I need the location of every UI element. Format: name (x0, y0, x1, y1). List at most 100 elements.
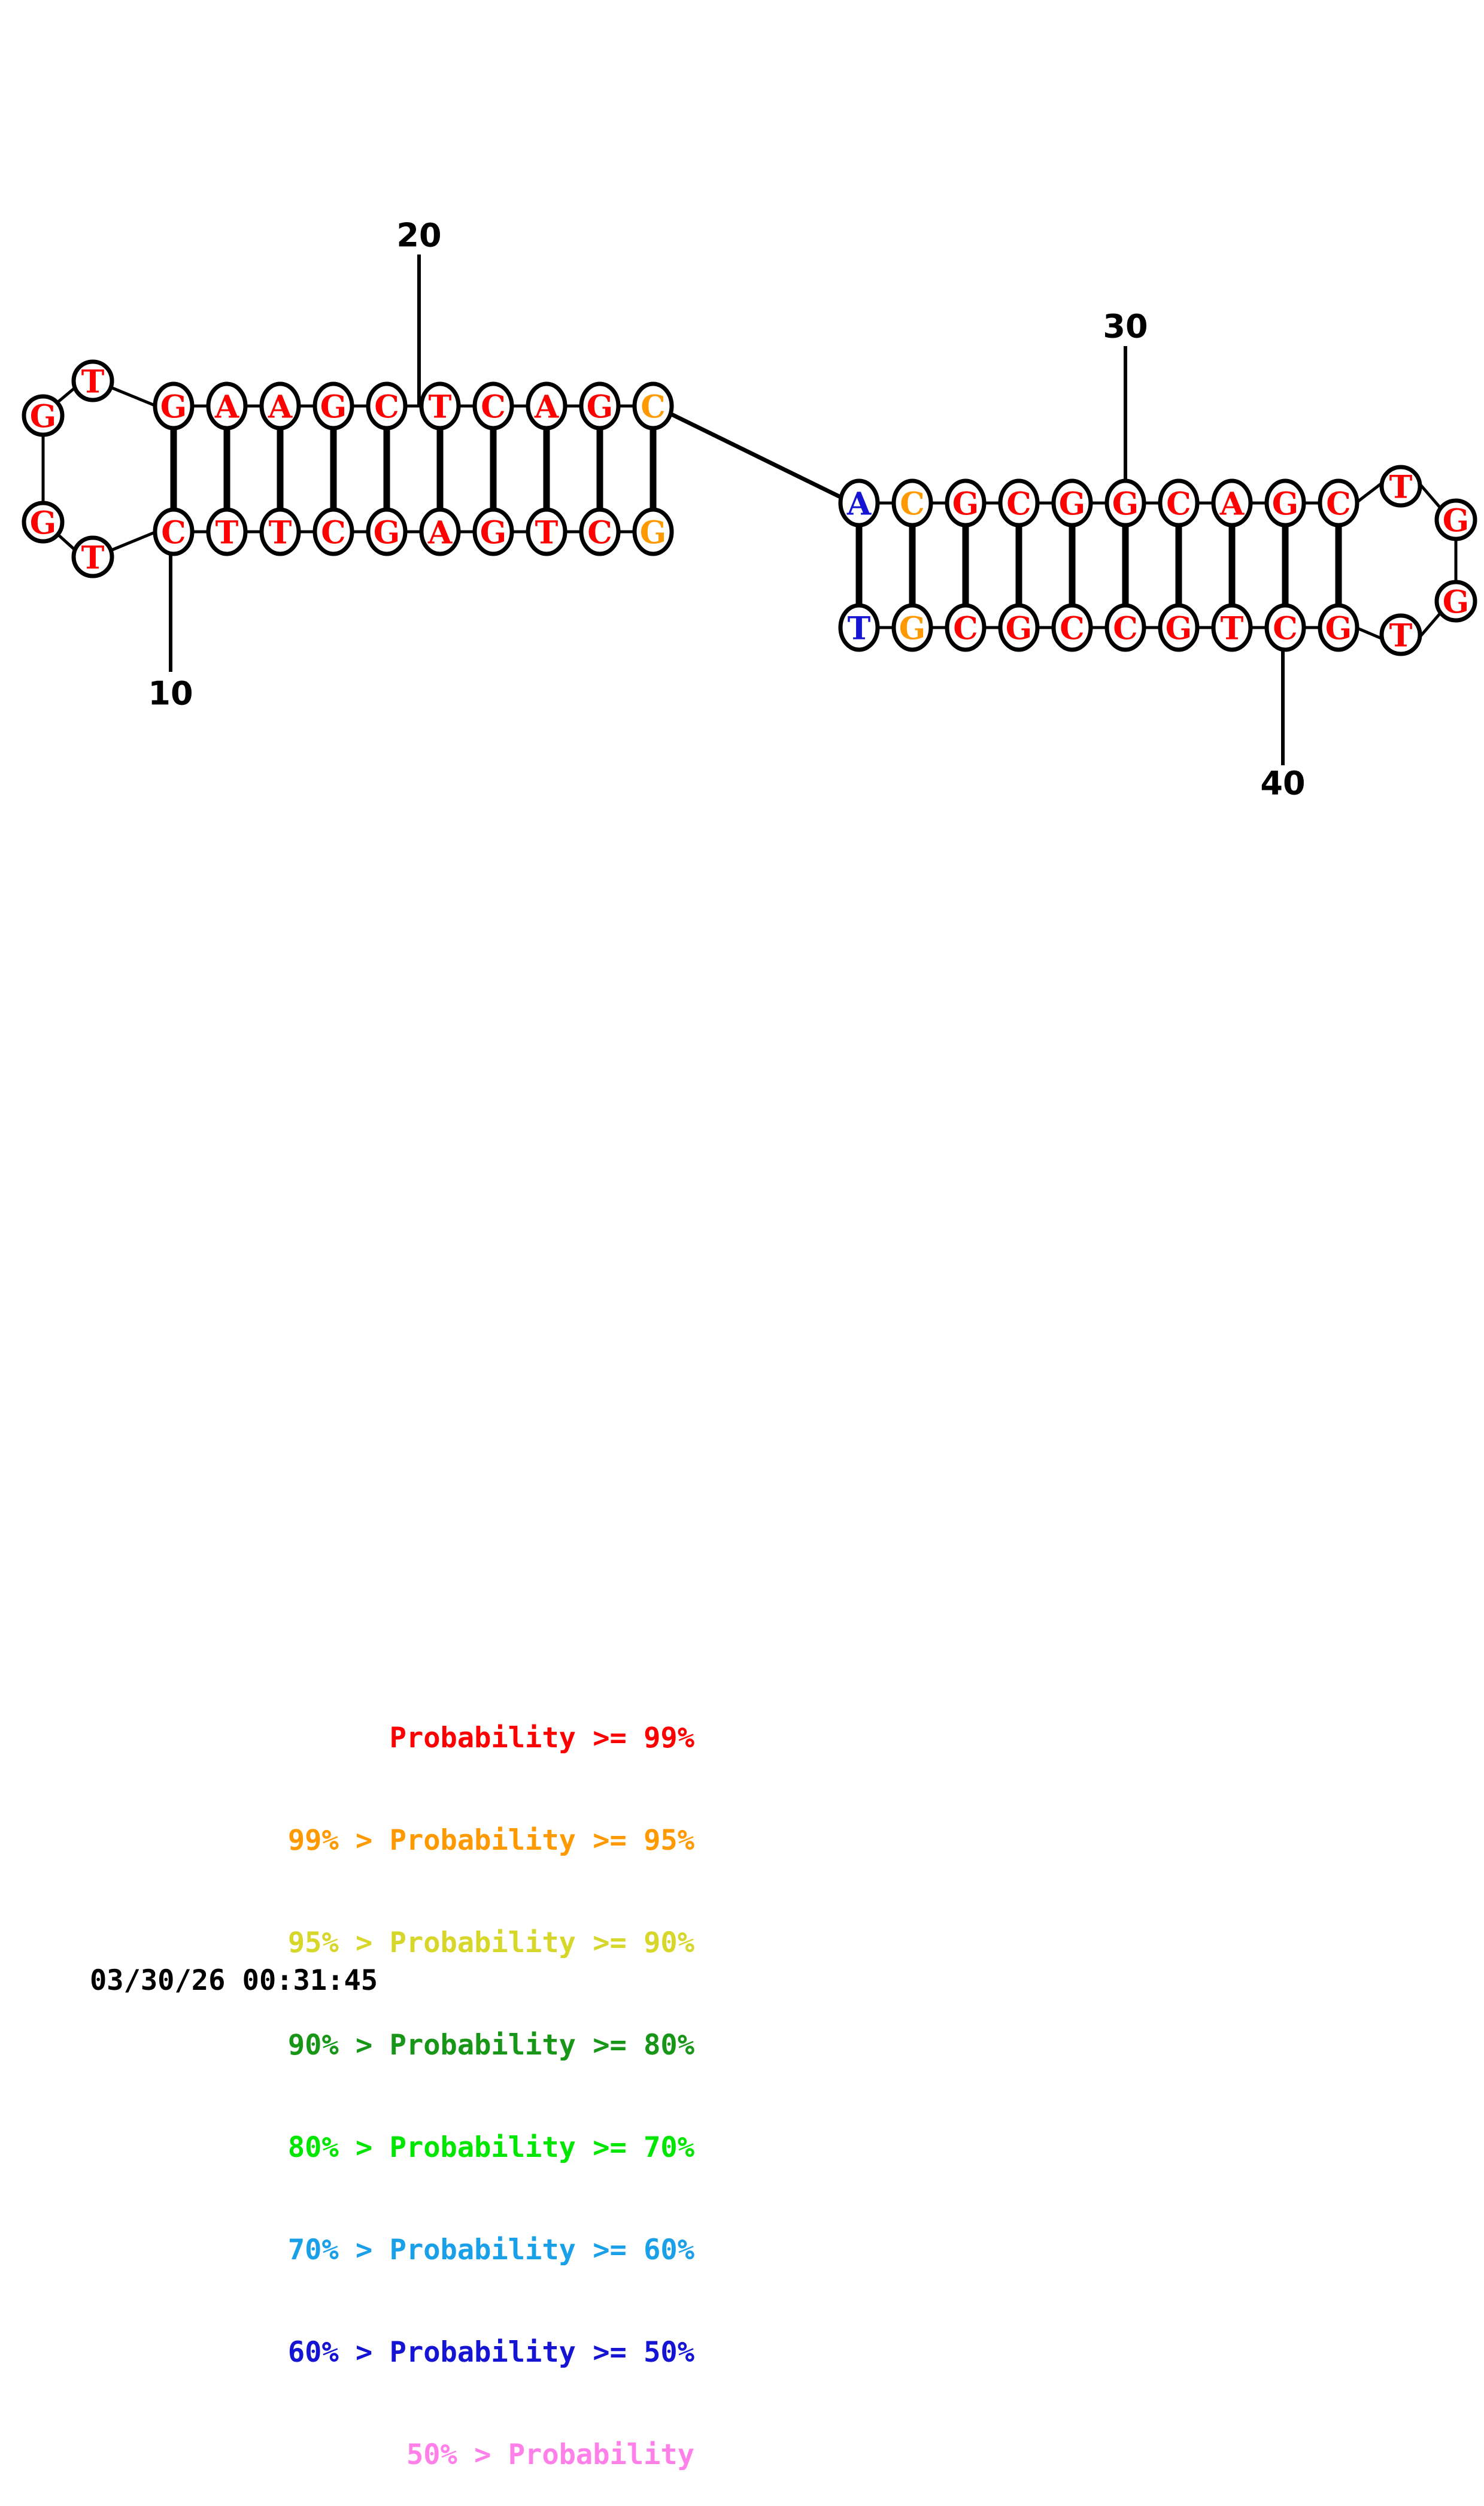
base-circle (312, 507, 354, 556)
backbone-link (56, 533, 77, 552)
base-node: C (891, 478, 933, 528)
loop-base-node: T (71, 535, 114, 578)
base-node: C (945, 603, 987, 652)
base-circle (22, 394, 65, 437)
base-node: G (366, 507, 408, 556)
base-circle (153, 381, 195, 431)
base-letter: G (160, 389, 187, 426)
base-letter: A (534, 389, 559, 426)
base-letter: G (899, 611, 925, 647)
base-letter: C (1166, 486, 1191, 523)
base-circle (1318, 478, 1359, 528)
base-letter: C (1113, 611, 1137, 647)
base-circle (71, 359, 114, 402)
backbone-link (109, 385, 157, 408)
base-node: G (312, 381, 354, 431)
base-circle (22, 501, 65, 544)
inter-helix-connector (668, 411, 844, 501)
backbone-link (109, 530, 157, 553)
position-label: 40 (1260, 765, 1305, 802)
base-circle (472, 507, 514, 556)
base-letter: A (268, 389, 293, 426)
base-node: T (419, 381, 461, 431)
legend-row-label: 90% > Probability >= 80% (287, 2029, 694, 2062)
base-node: C (1264, 603, 1306, 652)
base-letter: G (1443, 584, 1469, 621)
base-letter: A (427, 515, 453, 551)
base-letter: G (30, 399, 56, 435)
base-letter: C (641, 389, 665, 426)
legend-row: 95% > Probability >= 90% (90, 1926, 694, 1960)
base-circle (1104, 478, 1146, 528)
base-node: G (998, 603, 1040, 652)
base-letter: A (1219, 486, 1245, 523)
base-node: G (153, 381, 195, 431)
legend-row-label: 70% > Probability >= 60% (287, 2234, 694, 2266)
base-circle (891, 603, 933, 652)
base-node: C (1158, 478, 1200, 528)
base-letter: G (952, 486, 979, 523)
base-circle (1158, 603, 1200, 652)
base-circle (579, 507, 621, 556)
base-circle (1051, 603, 1093, 652)
base-letter: C (1326, 486, 1351, 523)
base-node: G (472, 507, 514, 556)
base-node: G (579, 381, 621, 431)
legend-row-label: 80% > Probability >= 70% (287, 2131, 694, 2164)
base-letter: T (216, 515, 239, 551)
legend-row-label: Probability >= 99% (389, 1722, 694, 1754)
base-letter: C (587, 515, 612, 551)
base-node: C (366, 381, 408, 431)
base-node: C (312, 507, 354, 556)
base-node: A (838, 478, 880, 528)
base-letter: C (321, 515, 345, 551)
loop-base-node: G (22, 501, 65, 544)
legend-row-label: 60% > Probability >= 50% (287, 2336, 694, 2369)
base-circle (1211, 603, 1253, 652)
base-letter: C (374, 389, 399, 426)
base-circle (1434, 580, 1477, 623)
base-letter: A (846, 486, 872, 523)
base-circle (312, 381, 354, 431)
legend-row-label: 95% > Probability >= 90% (287, 1926, 694, 1959)
base-circle (1379, 613, 1422, 656)
base-letter: T (81, 364, 105, 401)
base-node: G (1318, 603, 1359, 652)
base-letter: A (214, 389, 239, 426)
loop-base-node: T (71, 359, 114, 402)
loop-base-node: G (1434, 498, 1477, 541)
base-circle (259, 381, 301, 431)
base-letter: T (1221, 611, 1244, 647)
backbone-link (1355, 480, 1385, 504)
base-node: C (632, 381, 674, 431)
base-letter: C (481, 389, 505, 426)
legend-row: 60% > Probability >= 50% (90, 2335, 694, 2369)
base-letter: T (81, 540, 105, 577)
base-node: T (838, 603, 880, 652)
base-node: C (153, 507, 195, 556)
base-letter: G (1059, 486, 1085, 523)
base-letter: G (1166, 611, 1192, 647)
legend-row: Probability >= 99% (90, 1721, 694, 1755)
base-circle (526, 381, 567, 431)
base-letter: T (269, 515, 292, 551)
base-circle (71, 535, 114, 578)
loop-base-node: T (1379, 465, 1422, 508)
position-label: 10 (148, 675, 193, 713)
base-circle (526, 507, 567, 556)
base-circle (1434, 498, 1477, 541)
base-circle (945, 478, 987, 528)
legend-row-label: 50% > Probability (406, 2438, 694, 2471)
base-node: C (998, 478, 1040, 528)
base-circle (366, 507, 408, 556)
base-node: C (579, 507, 621, 556)
base-node: G (1104, 478, 1146, 528)
probability-legend: Probability >= 99% 99% > Probability >= … (90, 1653, 694, 2506)
base-circle (632, 507, 674, 556)
base-circle (206, 507, 248, 556)
base-circle (1264, 603, 1306, 652)
base-node: A (206, 381, 248, 431)
backbone-link (56, 386, 77, 404)
base-letter: C (1273, 611, 1297, 647)
